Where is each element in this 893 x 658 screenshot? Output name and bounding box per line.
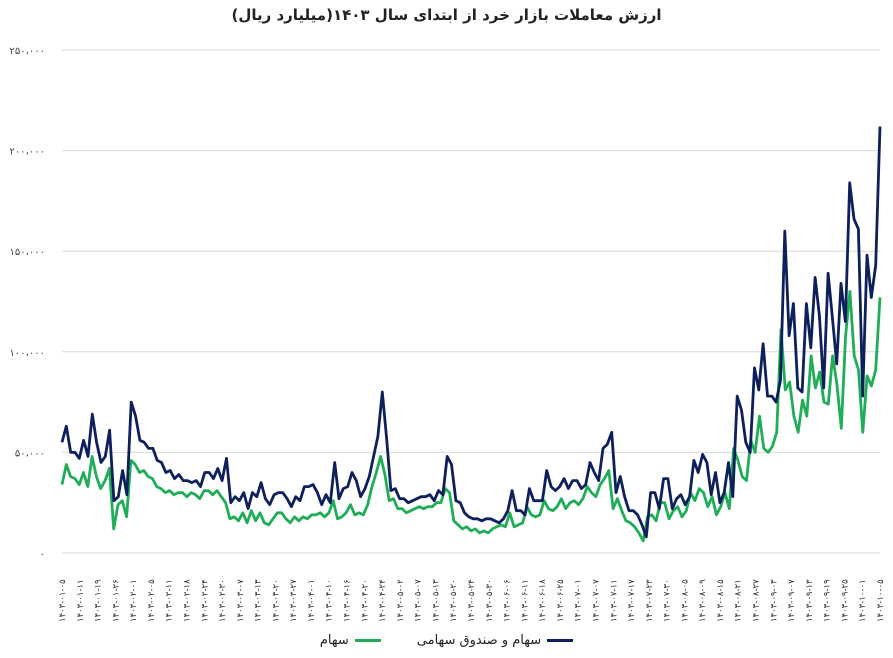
svg-text:۱۴۰۳-۰۴-۲۴: ۱۴۰۳-۰۴-۲۴ [378,579,388,622]
chart-title: ارزش معاملات بازار خرد از ابتدای سال ۱۴۰… [231,6,662,24]
svg-text:۱۴۰۳-۰۲-۱۱: ۱۴۰۳-۰۲-۱۱ [165,579,175,622]
svg-text:۱۴۰۳-۰۵-۲۰: ۱۴۰۳-۰۵-۲۰ [449,579,459,622]
gridlines [62,49,880,554]
svg-text:۱۴۰۳-۰۶-۱۱: ۱۴۰۳-۰۶-۱۱ [520,579,530,622]
svg-text:۱۴۰۳-۰۹-۱۳: ۱۴۰۳-۰۹-۱۳ [805,579,815,622]
svg-text:۱۰۰،۰۰۰: ۱۰۰،۰۰۰ [10,348,45,359]
svg-text:۱۵۰،۰۰۰: ۱۵۰،۰۰۰ [10,247,45,258]
svg-text:۱۴۰۳-۰۶-۱۸: ۱۴۰۳-۰۶-۱۸ [538,579,548,622]
legend: سهام و صندوق سهامی سهام [0,633,893,648]
svg-text:۱۴۰۳-۰۳-۰۷: ۱۴۰۳-۰۳-۰۷ [236,579,246,622]
svg-text:۱۴۰۳-۰۵-۰۷: ۱۴۰۳-۰۵-۰۷ [414,579,424,622]
svg-text:۱۴۰۳-۱۰-۰۵: ۱۴۰۳-۱۰-۰۵ [876,579,886,622]
svg-text:۱۴۰۳-۰۹-۱۹: ۱۴۰۳-۰۹-۱۹ [823,579,833,622]
svg-text:۱۴۰۳-۰۴-۱۶: ۱۴۰۳-۰۴-۱۶ [343,579,353,622]
svg-text:۱۴۰۳-۰۷-۱۷: ۱۴۰۳-۰۷-۱۷ [627,579,637,622]
legend-item-stocks-and-funds[interactable]: سهام و صندوق سهامی [416,633,574,648]
svg-text:۱۴۰۳-۰۸-۰۵: ۱۴۰۳-۰۸-۰۵ [680,579,690,622]
svg-text:۱۴۰۳-۰۲-۱۸: ۱۴۰۳-۰۲-۱۸ [182,579,192,622]
svg-text:۱۴۰۳-۰۷-۰۷: ۱۴۰۳-۰۷-۰۷ [591,579,601,622]
svg-text:۱۴۰۳-۰۱-۲۶: ۱۴۰۳-۰۱-۲۶ [111,579,121,622]
svg-text:۱۴۰۳-۰۲-۲۴: ۱۴۰۳-۰۲-۲۴ [200,579,210,622]
legend-label: سهام و صندوق سهامی [416,633,542,648]
svg-text:۱۴۰۳-۰۹-۲۵: ۱۴۰۳-۰۹-۲۵ [840,579,850,622]
line-chart-plot: ۰ ۵۰،۰۰۰ ۱۰۰،۰۰۰ ۱۵۰،۰۰۰ ۲۰۰،۰۰۰ ۲۵۰،۰۰۰ ۱۴۰۳… [10,46,886,622]
svg-text:۱۴۰۳-۰۱-۰۵: ۱۴۰۳-۰۱-۰۵ [58,579,68,622]
svg-text:۰: ۰ [40,549,45,560]
svg-text:۱۴۰۳-۰۹-۰۳: ۱۴۰۳-۰۹-۰۳ [769,579,779,622]
svg-text:۱۴۰۳-۰۵-۱۳: ۱۴۰۳-۰۵-۱۳ [431,579,441,622]
series-line [60,289,882,543]
svg-text:۱۴۰۳-۰۳-۱۳: ۱۴۰۳-۰۳-۱۳ [254,579,264,622]
x-axis-ticks: ۱۴۰۳-۰۱-۰۵ ۱۴۰۳-۰۱-۱۱ ۱۴۰۳-۰۱-۱۹ ۱۴۰۳-۰۱-۲۶… [58,579,886,622]
svg-text:۱۴۰۳-۰۷-۱۱: ۱۴۰۳-۰۷-۱۱ [609,579,619,622]
svg-text:۱۴۰۳-۰۸-۲۱: ۱۴۰۳-۰۸-۲۱ [734,579,744,622]
svg-text:۱۴۰۳-۰۹-۰۷: ۱۴۰۳-۰۹-۰۷ [787,579,797,622]
legend-swatch-navy [547,639,574,642]
y-axis-ticks: ۰ ۵۰،۰۰۰ ۱۰۰،۰۰۰ ۱۵۰،۰۰۰ ۲۰۰،۰۰۰ ۲۵۰،۰۰۰ [10,46,45,560]
legend-swatch-green [354,639,381,642]
svg-text:۱۴۰۳-۰۱-۱۹: ۱۴۰۳-۰۱-۱۹ [94,579,104,622]
svg-text:۱۴۰۳-۰۷-۰۱: ۱۴۰۳-۰۷-۰۱ [574,579,584,622]
svg-text:۱۴۰۳-۰۶-۰۶: ۱۴۰۳-۰۶-۰۶ [503,579,513,622]
svg-text:۱۴۰۳-۱۰-۰۱: ۱۴۰۳-۱۰-۰۱ [858,579,868,622]
legend-item-stocks[interactable]: سهام [320,633,381,648]
svg-text:۱۴۰۳-۰۲-۳۰: ۱۴۰۳-۰۲-۳۰ [218,579,228,622]
svg-text:۱۴۰۳-۰۸-۲۷: ۱۴۰۳-۰۸-۲۷ [752,579,762,622]
svg-text:۲۰۰،۰۰۰: ۲۰۰،۰۰۰ [10,147,45,158]
svg-text:۱۴۰۳-۰۳-۲۰: ۱۴۰۳-۰۳-۲۰ [271,579,281,622]
svg-text:۱۴۰۳-۰۴-۲۰: ۱۴۰۳-۰۴-۲۰ [360,579,370,622]
svg-text:۱۴۰۳-۰۷-۲۳: ۱۴۰۳-۰۷-۲۳ [645,579,655,622]
data-series-lines [60,126,882,543]
svg-text:۱۴۰۳-۰۵-۳۰: ۱۴۰۳-۰۵-۳۰ [485,579,495,622]
svg-text:۱۴۰۳-۰۳-۲۷: ۱۴۰۳-۰۳-۲۷ [289,579,299,622]
series-line [60,126,882,539]
legend-label: سهام [319,633,349,648]
svg-text:۱۴۰۳-۰۷-۳۰: ۱۴۰۳-۰۷-۳۰ [663,579,673,622]
svg-text:۱۴۰۳-۰۵-۰۲: ۱۴۰۳-۰۵-۰۲ [396,579,406,622]
svg-text:۱۴۰۳-۰۶-۲۵: ۱۴۰۳-۰۶-۲۵ [556,579,566,622]
svg-text:۲۵۰،۰۰۰: ۲۵۰،۰۰۰ [10,46,45,57]
svg-text:۱۴۰۳-۰۸-۰۹: ۱۴۰۳-۰۸-۰۹ [698,579,708,622]
svg-text:۵۰،۰۰۰: ۵۰،۰۰۰ [15,448,45,459]
svg-text:۱۴۰۳-۰۴-۱۰: ۱۴۰۳-۰۴-۱۰ [325,579,335,622]
svg-text:۱۴۰۳-۰۲-۰۱: ۱۴۰۳-۰۲-۰۱ [129,579,139,622]
svg-text:۱۴۰۳-۰۴-۰۱: ۱۴۰۳-۰۴-۰۱ [307,579,317,622]
svg-text:۱۴۰۳-۰۲-۰۵: ۱۴۰۳-۰۲-۰۵ [147,579,157,622]
svg-text:۱۴۰۳-۰۱-۱۱: ۱۴۰۳-۰۱-۱۱ [76,579,86,622]
svg-text:۱۴۰۳-۰۵-۲۴: ۱۴۰۳-۰۵-۲۴ [467,579,477,622]
svg-text:۱۴۰۳-۰۸-۱۵: ۱۴۰۳-۰۸-۱۵ [716,579,726,622]
